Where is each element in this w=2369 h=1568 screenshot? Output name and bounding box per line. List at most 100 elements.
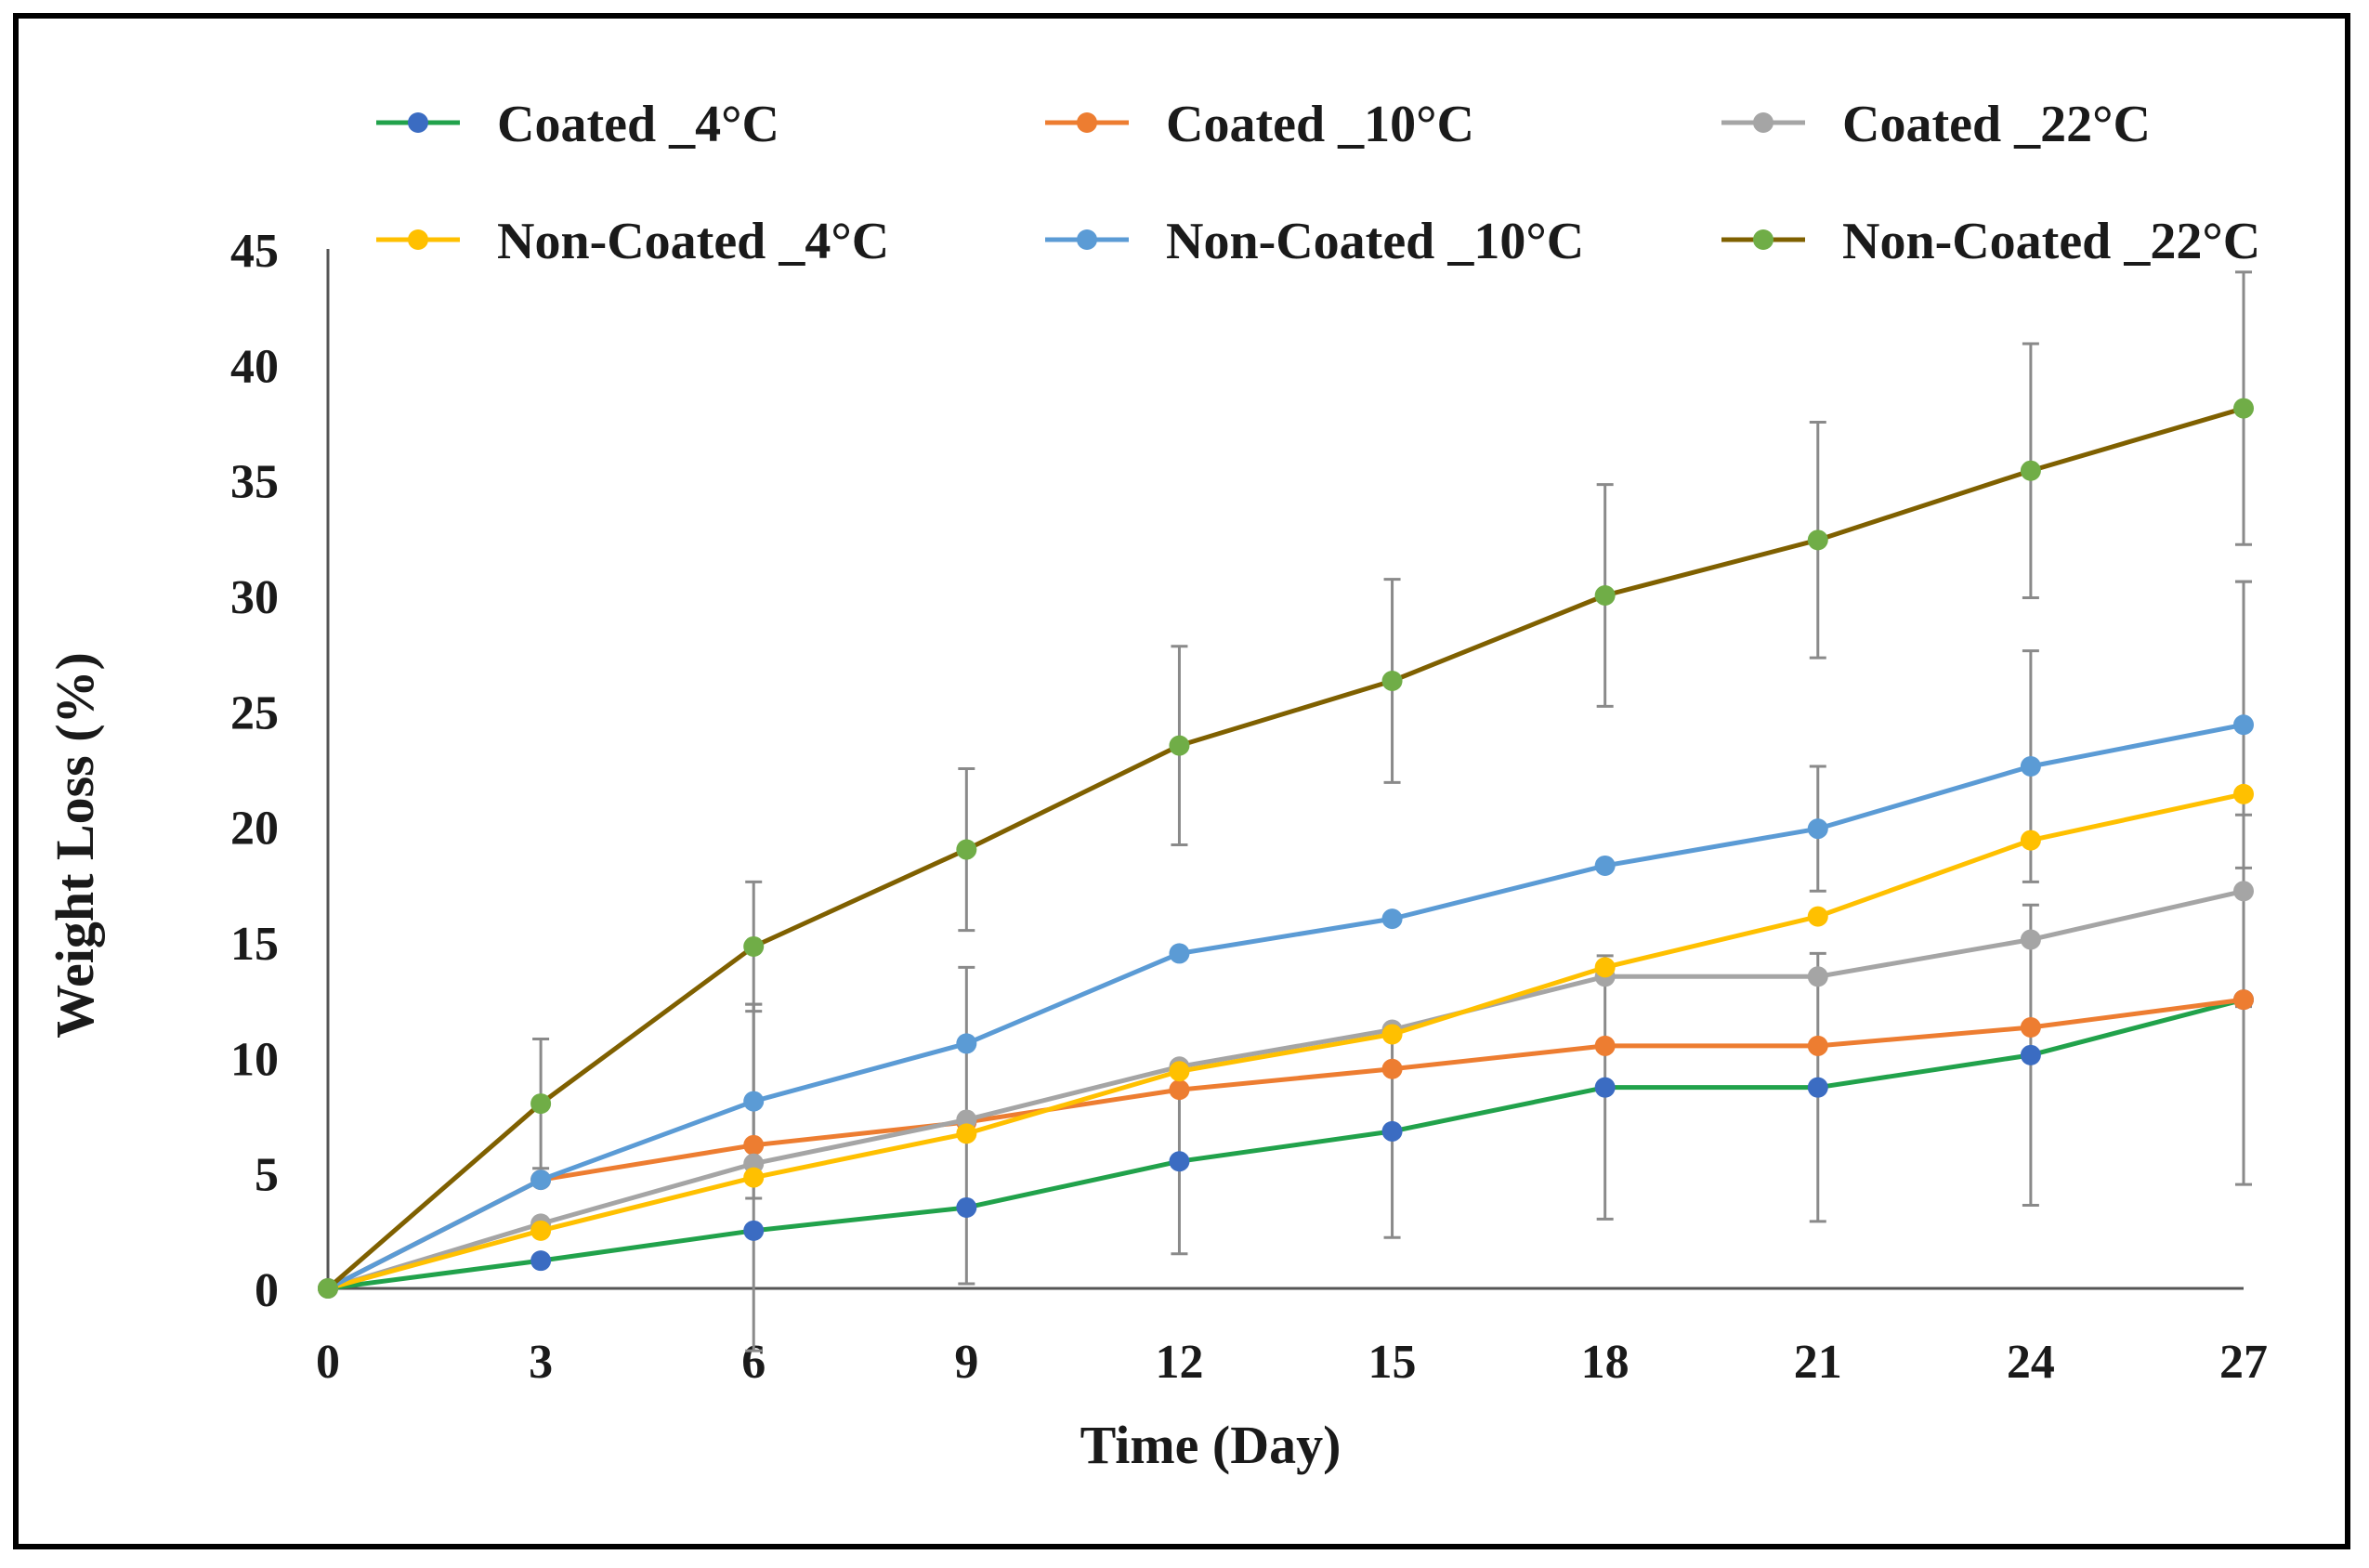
series-group [318, 398, 2254, 1299]
data-point [1594, 957, 1616, 978]
data-point [2020, 460, 2041, 481]
data-point [743, 1220, 765, 1241]
data-point [1807, 1077, 1828, 1098]
data-point [1381, 671, 1403, 692]
y-tick-label: 45 [230, 225, 279, 278]
data-point [530, 1093, 552, 1115]
chart-frame [13, 13, 2350, 1549]
data-point [743, 935, 765, 957]
data-point [1594, 585, 1616, 606]
x-tick-label: 27 [2219, 1336, 2268, 1389]
legend-marker [1753, 229, 1773, 250]
x-axis-label: Time (Day) [1080, 1415, 1342, 1475]
data-point [1169, 1061, 1190, 1082]
x-tick-label: 12 [1155, 1336, 1203, 1389]
legend-marker [408, 112, 428, 133]
legend-label: Coated _4°C [497, 96, 779, 153]
data-point [2020, 1017, 2041, 1039]
data-point [530, 1220, 552, 1241]
series-line [327, 791, 2245, 1291]
data-point [2020, 756, 2041, 777]
legend-label: Non-Coated _4°C [497, 213, 889, 270]
data-point [2233, 398, 2254, 419]
data-point [2020, 929, 2041, 950]
y-tick-label: 35 [230, 456, 279, 509]
y-tick-label: 30 [230, 571, 279, 624]
series-6 [318, 398, 2254, 1299]
data-point [1169, 1079, 1190, 1101]
data-point [1594, 1077, 1616, 1098]
legend-label: Coated _10°C [1166, 96, 1474, 153]
legend-marker [1077, 112, 1097, 133]
series-line [327, 888, 2245, 1291]
series-line [326, 406, 2245, 1290]
data-point [1169, 735, 1190, 756]
x-tick-label: 3 [529, 1336, 553, 1389]
data-point [1594, 1035, 1616, 1056]
data-point [956, 1196, 977, 1218]
axes [326, 249, 2244, 1290]
legend-item: Non-Coated _4°C [376, 213, 889, 270]
error-bars [532, 270, 2252, 1352]
y-axis-label: Weight Loss (%) [45, 652, 105, 1039]
data-point [1807, 966, 1828, 987]
series-line [327, 997, 2245, 1291]
data-point [956, 839, 977, 860]
data-point [2233, 989, 2254, 1011]
y-tick-label: 15 [230, 918, 279, 971]
legend-label: Coated _22°C [1842, 96, 2151, 153]
legend-label: Non-Coated _22°C [1842, 213, 2260, 270]
data-point [1594, 855, 1616, 876]
data-point [2233, 714, 2254, 736]
data-point [743, 1167, 765, 1188]
series-4 [318, 783, 2254, 1299]
legend: Coated _4°C Coated _10°C Coated _22°C Non-C… [376, 96, 2260, 270]
legend-marker [1077, 229, 1097, 250]
y-tick-label: 0 [255, 1264, 279, 1317]
x-tick-label: 0 [316, 1336, 340, 1389]
data-point [2233, 881, 2254, 902]
legend-label: Non-Coated _10°C [1166, 213, 1584, 270]
x-tick-label: 18 [1581, 1336, 1630, 1389]
data-point [743, 1134, 765, 1156]
series-5 [318, 714, 2254, 1299]
y-tick-labels: 0 5 10 15 20 25 30 35 40 45 [230, 225, 279, 1317]
data-point [956, 1123, 977, 1144]
data-point [743, 1091, 765, 1112]
y-tick-label: 20 [230, 803, 279, 856]
legend-item: Coated _4°C [376, 96, 779, 153]
legend-item: Non-Coated _22°C [1721, 213, 2260, 270]
legend-marker [1753, 112, 1773, 133]
x-tick-label: 24 [2007, 1336, 2055, 1389]
data-point [1807, 906, 1828, 927]
series-line [326, 722, 2245, 1291]
data-point [2020, 1044, 2041, 1065]
series-1 [318, 989, 2254, 1299]
data-point [1807, 1035, 1828, 1056]
legend-marker [408, 229, 428, 250]
y-tick-label: 25 [230, 686, 279, 739]
data-point [1169, 943, 1190, 964]
data-point [1381, 1120, 1403, 1142]
data-point [1381, 1024, 1403, 1045]
data-point [2233, 783, 2254, 804]
legend-item: Non-Coated _10°C [1045, 213, 1584, 270]
data-point [1807, 818, 1828, 840]
data-point [530, 1169, 552, 1191]
data-point [1807, 529, 1828, 551]
x-tick-label: 15 [1368, 1336, 1417, 1389]
legend-item: Coated _22°C [1721, 96, 2151, 153]
x-tick-label: 21 [1794, 1336, 1842, 1389]
series-line [326, 997, 2245, 1291]
legend-item: Coated _10°C [1045, 96, 1474, 153]
data-point [1169, 1151, 1190, 1172]
series-3 [318, 881, 2254, 1299]
data-point [318, 1278, 338, 1299]
data-point [2020, 830, 2041, 851]
data-point [530, 1250, 552, 1272]
data-point [1381, 908, 1403, 930]
y-tick-label: 5 [255, 1149, 279, 1202]
x-tick-label: 9 [954, 1336, 978, 1389]
x-tick-labels: 0 3 6 9 12 15 18 21 24 27 [316, 1336, 2268, 1389]
